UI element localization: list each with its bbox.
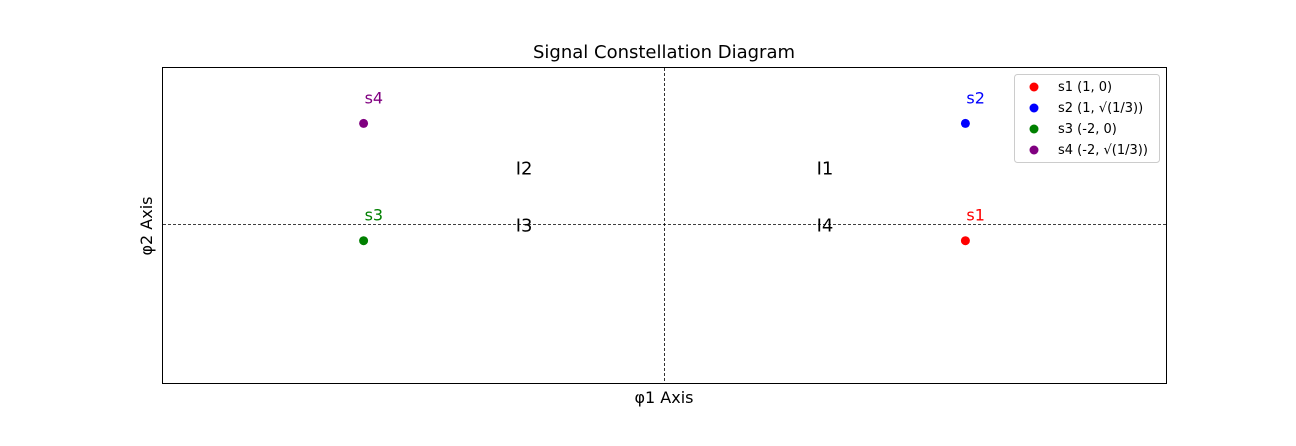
point-label-s3: s3 [365,206,384,225]
region-label-i4: I4 [817,216,834,237]
legend-box [1014,74,1160,163]
legend-entry-s3: s3 (-2, 0) [1058,122,1117,137]
point-s4 [359,118,369,128]
legend-marker-s4 [1029,145,1039,155]
legend-marker-s2 [1029,103,1039,113]
legend-marker-s1 [1029,82,1039,92]
y-axis-label: φ2 Axis [137,196,156,255]
chart-title: Signal Constellation Diagram [533,42,795,63]
region-label-i2: I2 [516,159,533,180]
x-axis-label: φ1 Axis [634,388,693,407]
point-label-s2: s2 [966,88,985,107]
legend-entry-s2: s2 (1, √(1/3)) [1058,101,1143,116]
decision-region-labels: I1 I2 I3 I4 [516,159,834,237]
point-label-s4: s4 [365,88,384,107]
legend-entry-s1: s1 (1, 0) [1058,80,1112,95]
region-label-i3: I3 [516,216,533,237]
point-label-s1: s1 [966,206,985,225]
point-s1 [960,236,970,246]
point-s2 [960,118,970,128]
constellation-points: s1 s2 s3 s4 [359,88,985,246]
legend-entry-s4: s4 (-2, √(1/3)) [1058,143,1148,158]
point-s3 [359,236,369,246]
legend: s1 (1, 0) s2 (1, √(1/3)) s3 (-2, 0) s4 (-2,… [1014,74,1160,163]
region-label-i1: I1 [817,159,834,180]
legend-marker-s3 [1029,124,1039,134]
